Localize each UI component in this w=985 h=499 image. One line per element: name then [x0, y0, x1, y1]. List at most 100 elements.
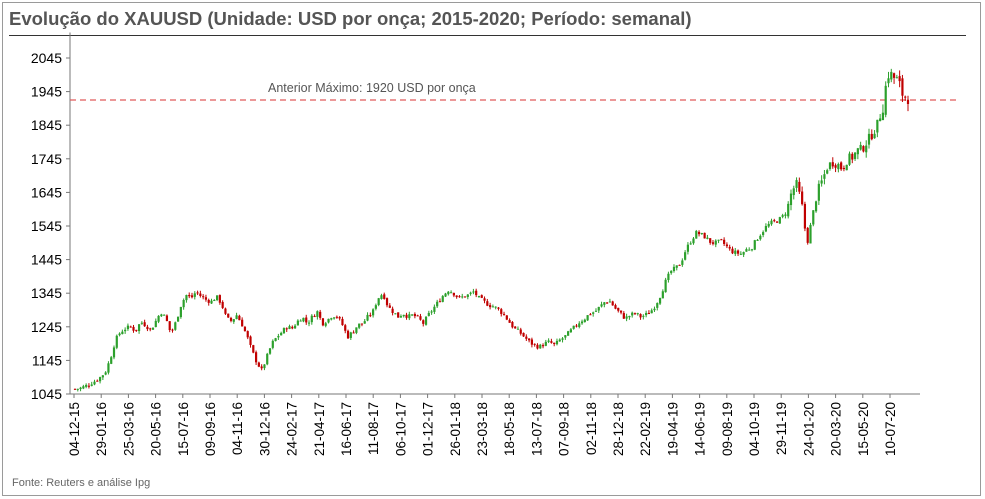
x-tick-label: 02-11-18 — [584, 402, 599, 455]
candle-body-up — [327, 318, 330, 323]
candle-body-up — [594, 310, 598, 312]
candle-body-up — [717, 239, 720, 241]
candle-body-down — [96, 380, 99, 382]
candle-body-down — [252, 345, 255, 353]
x-tick-label: 15-05-20 — [856, 402, 871, 456]
candle-body-down — [511, 321, 514, 328]
x-tick-label: 10-07-20 — [883, 402, 898, 456]
candle-body-up — [600, 304, 603, 307]
candle-body-up — [402, 314, 405, 317]
candle-body-up — [93, 381, 96, 385]
x-tick-label: 20-03-20 — [829, 402, 844, 456]
candle-body-up — [266, 353, 269, 365]
candle-body-down — [369, 315, 372, 317]
candle-body-down — [697, 231, 701, 235]
candle-body-down — [842, 167, 846, 170]
candle-body-down — [834, 165, 837, 168]
candle-body-up — [792, 188, 795, 196]
candle-body-down — [383, 294, 386, 299]
x-tick-label: 29-11-19 — [774, 402, 789, 455]
candle-body-down — [508, 320, 511, 323]
candle-body-down — [514, 326, 517, 329]
candle-body-up — [684, 252, 687, 260]
candle-body-down — [452, 292, 455, 296]
candle-body-up — [355, 327, 358, 333]
candle-body-up — [675, 265, 678, 268]
x-tick-label: 23-03-18 — [475, 402, 490, 456]
y-tick-label: 1745 — [31, 151, 62, 167]
candle-body-down — [305, 317, 308, 323]
candle-body-down — [224, 308, 227, 314]
candle-body-down — [803, 203, 807, 229]
candle-body-up — [411, 314, 414, 316]
candle-body-up — [277, 336, 280, 338]
candle-body-up — [193, 293, 196, 297]
candle-body-down — [146, 326, 149, 330]
candle-body-down — [313, 316, 316, 318]
candle-body-up — [597, 306, 600, 311]
candle-body-down — [190, 295, 194, 298]
candle-body-up — [867, 133, 871, 145]
candle-body-up — [672, 266, 676, 272]
candle-body-up — [363, 321, 366, 324]
candle-body-up — [157, 315, 160, 322]
candle-body-up — [232, 319, 235, 322]
candle-body-down — [530, 339, 533, 345]
candle-body-down — [260, 366, 263, 369]
candle-body-down — [901, 78, 904, 96]
candle-body-down — [241, 319, 244, 327]
candle-body-up — [477, 296, 481, 298]
candle-body-up — [809, 224, 812, 244]
candle-body-down — [904, 96, 907, 98]
y-tick-label: 1145 — [32, 352, 62, 368]
candle-body-up — [859, 144, 862, 150]
y-tick-label: 1445 — [31, 252, 62, 268]
candle-body-up — [670, 270, 673, 274]
candle-body-up — [110, 357, 113, 364]
x-tick-label: 09-08-19 — [720, 402, 735, 456]
candle-body-up — [491, 306, 494, 308]
x-tick-label: 26-01-18 — [448, 402, 463, 456]
candle-body-up — [316, 311, 319, 317]
candle-body-down — [285, 328, 288, 330]
candle-body-down — [553, 342, 556, 345]
candle-body-down — [528, 338, 531, 341]
candle-body-down — [614, 305, 617, 309]
candle-body-down — [397, 312, 400, 318]
candle-body-up — [748, 249, 751, 251]
candle-body-down — [709, 238, 712, 243]
candle-body-up — [656, 303, 659, 308]
candle-body-up — [828, 162, 832, 169]
candle-body-up — [137, 324, 141, 332]
y-tick-label: 1545 — [31, 218, 62, 234]
candle-body-up — [176, 316, 180, 322]
title-underline — [9, 35, 966, 36]
candle-body-down — [497, 307, 500, 309]
candle-body-up — [853, 152, 857, 159]
candle-body-up — [380, 295, 383, 299]
x-tick-label: 14-06-19 — [693, 402, 708, 456]
candle-body-up — [118, 333, 121, 336]
candle-body-down — [335, 316, 338, 318]
candle-body-down — [606, 302, 609, 304]
candle-body-up — [608, 301, 612, 303]
candle-body-up — [876, 119, 879, 133]
candle-body-down — [647, 312, 651, 315]
candle-body-up — [706, 237, 709, 239]
candle-body-up — [642, 315, 645, 317]
candle-body-down — [243, 326, 247, 332]
candle-body-up — [268, 348, 272, 354]
candle-body-down — [463, 296, 467, 298]
candle-body-up — [104, 372, 107, 375]
x-tick-label: 15-07-16 — [176, 402, 191, 456]
candle-body-up — [466, 294, 469, 298]
candle-body-up — [302, 317, 305, 322]
candle-body-up — [160, 314, 163, 317]
candle-body-up — [282, 328, 286, 334]
y-tick-label: 1645 — [31, 184, 62, 200]
candle-body-up — [770, 220, 773, 225]
candle-body-up — [399, 316, 403, 318]
candle-body-down — [199, 293, 202, 296]
candle-body-down — [352, 332, 355, 334]
